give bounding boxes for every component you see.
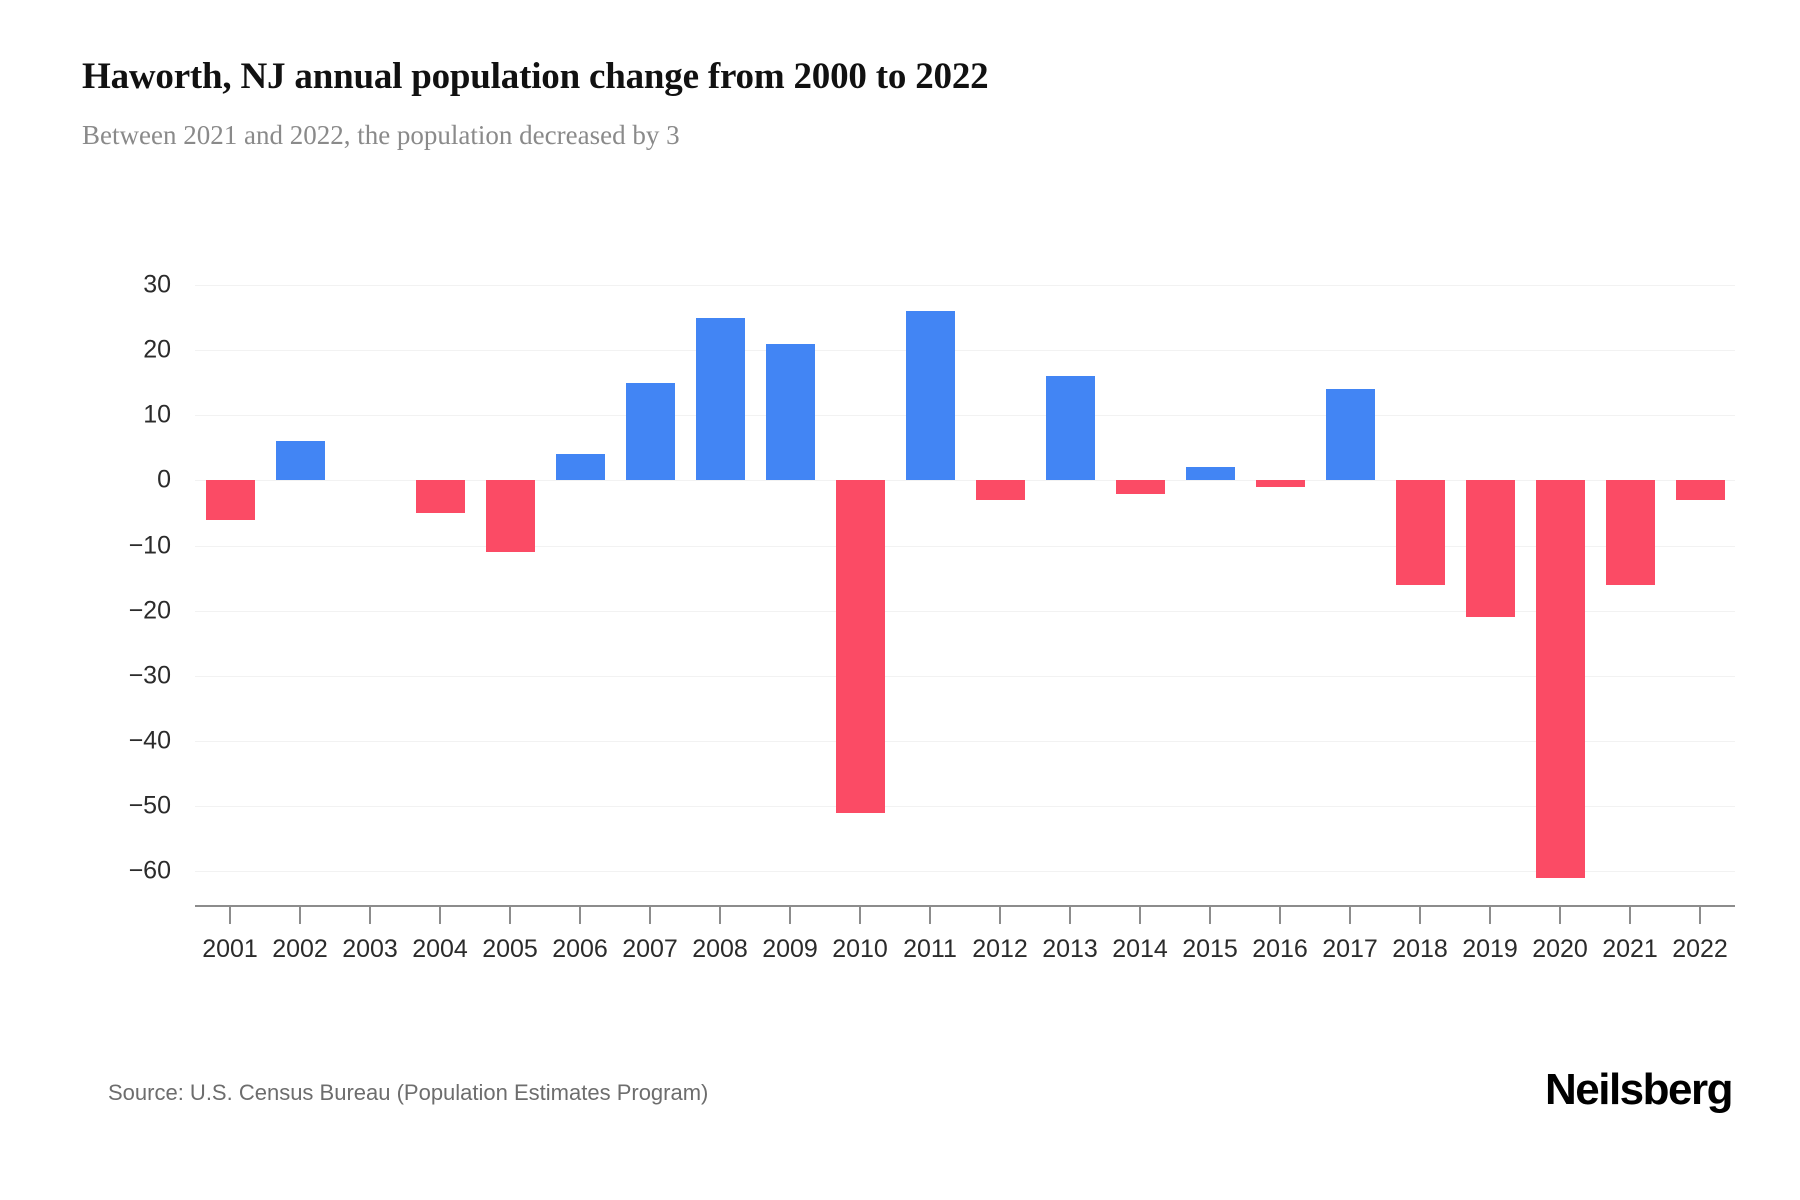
bar[interactable] [1535,480,1585,878]
x-axis-tick-label: 2009 [762,935,818,963]
y-axis-tick-label: −60 [128,856,171,885]
x-axis-tick-label: 2014 [1112,935,1168,963]
x-axis-tick-label: 2004 [412,935,468,963]
bar[interactable] [1115,480,1165,494]
bar-series [195,272,1735,904]
x-axis-tick-label: 2002 [272,935,328,963]
gridline [195,545,1735,547]
bar[interactable] [1255,480,1305,487]
gridline [195,480,1735,482]
x-axis-tick-label: 2020 [1532,935,1588,963]
x-axis-tick [1489,907,1491,924]
x-axis-tick-label: 2018 [1392,935,1448,963]
y-axis-tick-label: 30 [143,270,171,299]
x-axis-tick [1629,907,1631,924]
y-axis-tick-label: −30 [128,661,171,690]
x-axis-tick-label: 2006 [552,935,608,963]
x-axis-tick-label: 2021 [1602,935,1658,963]
gridline [195,415,1735,417]
gridline [195,871,1735,873]
x-axis-tick-label: 2011 [903,935,957,963]
bar[interactable] [1045,376,1095,481]
x-axis-tick-label: 2003 [342,935,398,963]
x-axis-tick-label: 2010 [832,935,888,963]
x-axis-tick-label: 2019 [1462,935,1518,963]
gridline [195,350,1735,352]
x-axis-tick [369,907,371,924]
source-note: Source: U.S. Census Bureau (Population E… [108,1080,709,1105]
bar[interactable] [1605,480,1655,585]
page-subtitle: Between 2021 and 2022, the population de… [82,120,680,150]
x-axis-tick [719,907,721,924]
x-axis-tick [1559,907,1561,924]
y-axis-tick-label: −40 [128,726,171,755]
x-axis-tick [229,907,231,924]
x-axis-tick-label: 2017 [1322,935,1378,963]
x-axis-tick [509,907,511,924]
bar[interactable] [1465,480,1515,618]
x-axis-tick-label: 2013 [1042,935,1098,963]
x-axis-tick [439,907,441,924]
gridline [195,285,1735,287]
x-axis-tick [1209,907,1211,924]
y-axis-tick-label: 10 [143,400,171,429]
x-axis-tick-label: 2022 [1672,935,1728,963]
x-axis-tick [579,907,581,924]
brand-logo: Neilsberg [1544,1065,1734,1114]
y-axis-tick-label: −50 [128,791,171,820]
x-axis-tick [1139,907,1141,924]
bar[interactable] [905,311,955,481]
x-axis-line [195,905,1735,907]
bar[interactable] [1395,480,1445,585]
plot-area: 30 20 10 0 −10 −20 −30 −40 −50 −60 [129,271,1735,904]
page-title: Haworth, NJ annual population change fro… [82,56,989,97]
bar[interactable] [625,382,675,481]
x-axis-tick-label: 2007 [622,935,678,963]
bar[interactable] [835,480,885,813]
x-axis-tick [299,907,301,924]
bar[interactable] [1675,480,1725,501]
x-axis-tick [859,907,861,924]
gridline [195,806,1735,808]
bar[interactable] [555,454,605,481]
y-axis-tick-label: 0 [157,465,171,494]
bar[interactable] [485,480,535,553]
gridline [195,675,1735,677]
x-axis-tick-label: 2008 [692,935,748,963]
bar[interactable] [205,480,255,520]
y-axis-tick-label: −10 [128,531,171,560]
x-axis-tick-label: 2012 [972,935,1028,963]
x-axis-tick [929,907,931,924]
y-axis-tick-label: −20 [128,596,171,625]
gridline [195,741,1735,743]
x-axis-tick-label: 2015 [1182,935,1238,963]
bar[interactable] [1185,467,1235,481]
bar[interactable] [975,480,1025,501]
x-axis-tick-label: 2016 [1252,935,1308,963]
x-axis-tick [999,907,1001,924]
x-axis-tick-label: 2001 [202,935,258,963]
bar[interactable] [765,343,815,481]
x-axis-tick-label: 2005 [482,935,538,963]
x-axis-tick [789,907,791,924]
bar[interactable] [415,480,465,514]
x-axis-tick [1279,907,1281,924]
bar[interactable] [275,441,325,481]
bar[interactable] [695,317,745,481]
bar[interactable] [1325,389,1375,481]
x-axis-tick [1419,907,1421,924]
x-axis-tick [1699,907,1701,924]
x-axis-tick [1069,907,1071,924]
y-axis-tick-label: 20 [143,335,171,364]
gridline [195,610,1735,612]
x-axis-tick [649,907,651,924]
x-axis-tick [1349,907,1351,924]
